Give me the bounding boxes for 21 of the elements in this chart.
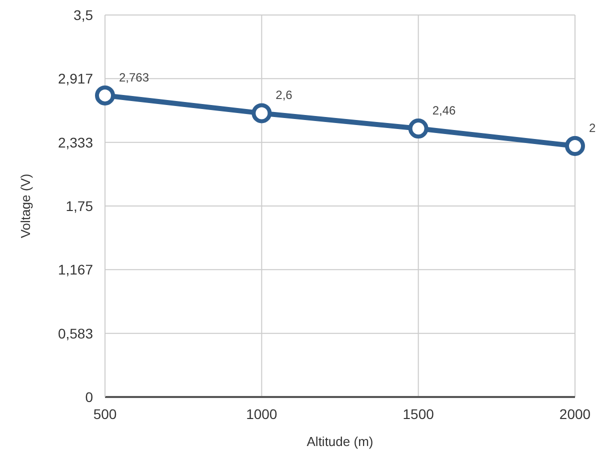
y-axis-title: Voltage (V)	[18, 174, 33, 238]
y-tick-label: 2,333	[58, 134, 94, 150]
y-tick-label: 2,917	[58, 70, 94, 87]
y-tick-label: 0,583	[58, 325, 94, 342]
x-tick-label: 500	[93, 406, 117, 422]
data-label: 2,6	[276, 88, 293, 102]
x-axis-title: Altitude (m)	[306, 434, 374, 449]
data-label: 2,763	[119, 70, 150, 84]
point	[565, 136, 585, 156]
point	[95, 85, 115, 106]
y-tick-label: 1,167	[58, 262, 94, 278]
y-tick-label: 3,5	[74, 7, 94, 23]
x-tick-label: 1000	[246, 406, 278, 422]
point	[408, 118, 428, 139]
y-tick-label: 0	[85, 389, 94, 405]
x-tick-label: 2000	[559, 406, 591, 422]
y-tick-label: 1,75	[66, 198, 94, 214]
point	[252, 103, 272, 124]
x-tick-label: 1500	[402, 406, 434, 422]
data-label: 2	[589, 120, 596, 135]
data-label: 2,46	[432, 104, 456, 118]
